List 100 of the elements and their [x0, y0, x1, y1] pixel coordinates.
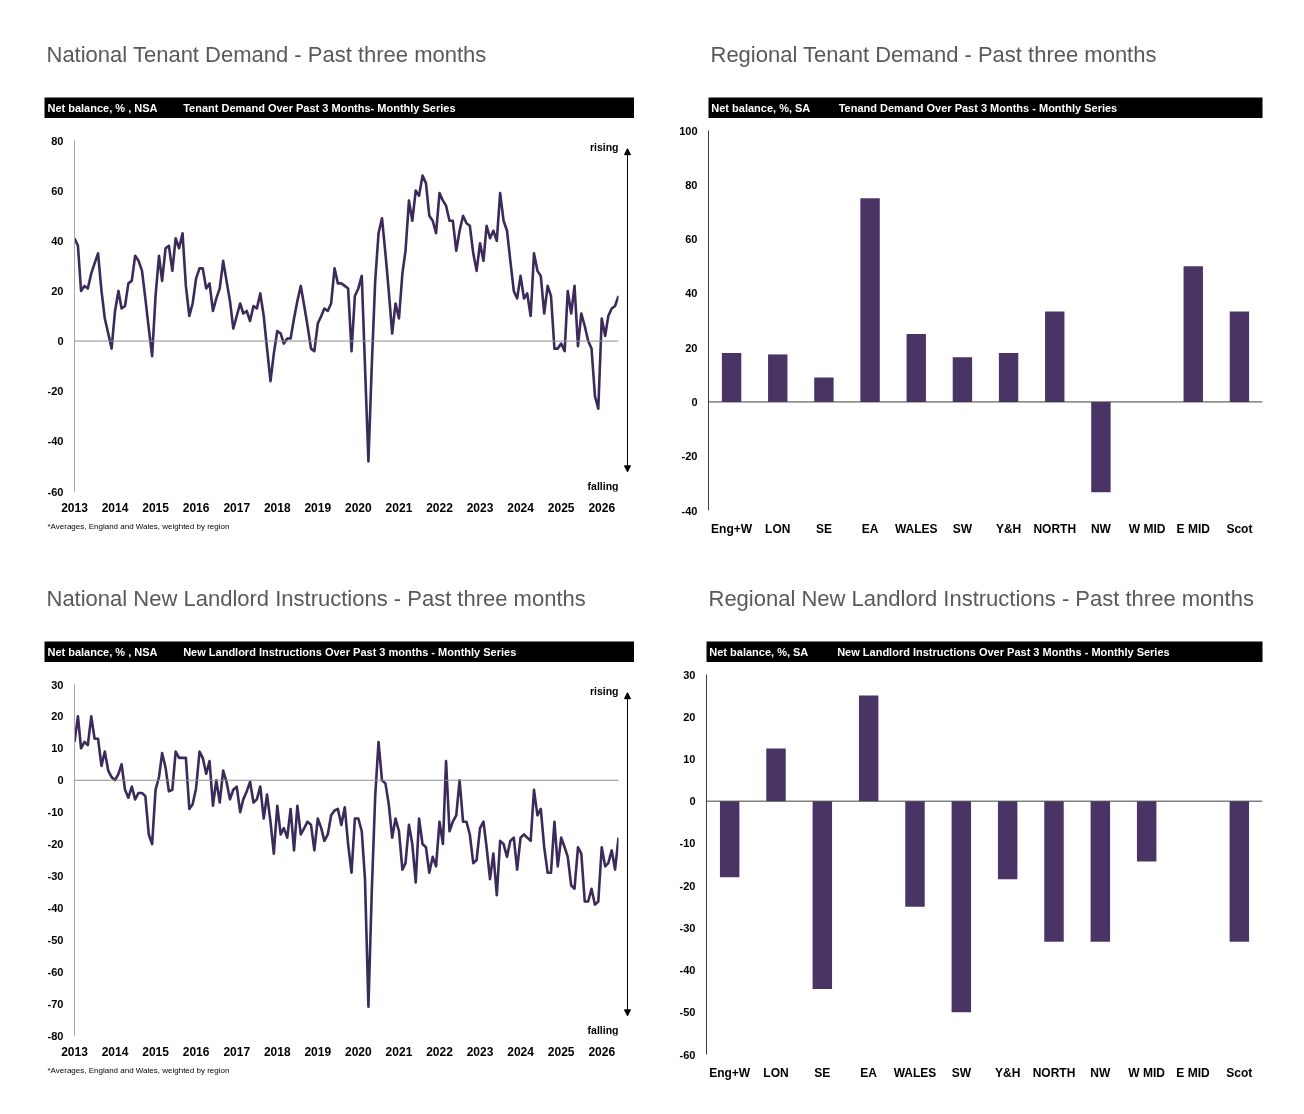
y-tick-label: 100	[679, 124, 698, 137]
bar	[1091, 401, 1111, 493]
bar	[998, 353, 1019, 402]
y-tick-label: -20	[679, 879, 696, 892]
y-tick-label: 0	[57, 774, 64, 787]
y-tick-label: 0	[57, 335, 64, 348]
x-tick-label: 2017	[223, 1044, 251, 1059]
bar	[1045, 311, 1065, 402]
x-tick-label: 2022	[426, 500, 454, 515]
y-tick-label: 10	[683, 752, 696, 765]
x-tick-label: 2015	[142, 500, 170, 515]
y-tick-label: 20	[683, 710, 696, 723]
y-tick-label: -60	[679, 1048, 696, 1061]
bar	[905, 801, 925, 907]
x-tick-label: WALES	[894, 521, 938, 536]
annotation: rising	[589, 140, 619, 153]
x-tick-label: 2024	[507, 500, 535, 515]
x-tick-label: LON	[765, 521, 791, 536]
line-series	[74, 174, 619, 463]
bar	[951, 801, 972, 1013]
x-tick-label: NW	[1090, 1065, 1111, 1080]
x-tick-label: NORTH	[1032, 1065, 1076, 1080]
y-tick-label: -80	[47, 1029, 64, 1042]
x-tick-label: 2018	[263, 500, 291, 515]
y-tick-label: -70	[47, 997, 64, 1010]
x-tick-label: SW	[951, 1065, 972, 1080]
x-tick-label: 2026	[588, 500, 616, 515]
y-axis-title: Net balance, % , NSA	[47, 646, 158, 658]
y-tick-label: 10	[51, 742, 64, 755]
text: *Averages, England and Wales, weighted by region	[47, 521, 230, 531]
y-tick-label: -40	[679, 964, 696, 977]
x-tick-label: 2020	[344, 1044, 372, 1059]
bar	[812, 801, 833, 990]
y-tick-label: 30	[683, 668, 696, 681]
chart-subtitle: New Landlord Instructions Over Past 3 Months - Monthly Series	[837, 646, 1170, 658]
x-tick-label: 2013	[61, 1044, 89, 1059]
x-tick-label: 2017	[223, 500, 251, 515]
x-tick-label: 2020	[344, 500, 372, 515]
bar	[906, 334, 926, 402]
x-tick-label: 2014	[101, 500, 129, 515]
x-tick-label: 2016	[182, 500, 210, 515]
x-tick-label: NW	[1090, 521, 1112, 536]
y-tick-label: -50	[47, 933, 64, 946]
y-tick-label: 40	[685, 287, 698, 300]
x-tick-label: Scot	[1226, 521, 1253, 536]
y-tick-label: 20	[51, 710, 64, 723]
x-tick-label: SW	[952, 521, 973, 536]
y-tick-label: 80	[685, 178, 698, 191]
bar	[768, 354, 788, 402]
y-tick-label: -40	[47, 435, 64, 448]
x-tick-label: Eng+W	[709, 1065, 751, 1080]
x-tick-label: Y&H	[995, 1065, 1021, 1080]
bar	[1090, 801, 1111, 942]
y-tick-label: -60	[47, 965, 64, 978]
x-tick-label: Scot	[1226, 1065, 1253, 1080]
chart-subtitle: New Landlord Instructions Over Past 3 months - Monthly Series	[183, 646, 517, 658]
annotation: falling	[587, 1023, 619, 1036]
x-tick-label: NORTH	[1033, 521, 1077, 536]
y-tick-label: 0	[689, 795, 696, 808]
bar	[1229, 311, 1250, 402]
x-tick-label: W MID	[1128, 521, 1166, 536]
y-tick-label: 30	[51, 678, 64, 691]
x-tick-label: W MID	[1128, 1065, 1166, 1080]
annotation: falling	[587, 479, 619, 492]
y-tick-label: -20	[47, 838, 64, 851]
y-tick-label: -40	[681, 504, 698, 517]
y-tick-label: 40	[51, 234, 64, 247]
x-tick-label: 2013	[61, 500, 89, 515]
chart-subtitle: Tenant Demand Over Past 3 Months- Monthly Series	[183, 102, 456, 114]
x-tick-label: 2025	[547, 500, 575, 515]
x-tick-label: 2019	[304, 1044, 332, 1059]
y-tick-label: -60	[47, 485, 64, 498]
chart-title: National Tenant Demand - Past three months	[46, 42, 487, 67]
x-tick-label: SE	[814, 1065, 831, 1080]
x-tick-label: 2021	[385, 500, 413, 515]
x-tick-label: 2024	[507, 1044, 535, 1059]
y-tick-label: 20	[685, 341, 698, 354]
x-tick-label: 2023	[466, 500, 494, 515]
bar	[719, 801, 740, 878]
bar	[1229, 801, 1250, 942]
bar	[766, 748, 786, 802]
x-tick-label: 2022	[426, 1044, 454, 1059]
bar	[721, 353, 742, 402]
y-tick-label: -40	[47, 901, 64, 914]
x-tick-label: Y&H	[995, 521, 1022, 536]
y-tick-label: -20	[681, 450, 698, 463]
x-tick-label: Eng+W	[711, 521, 753, 536]
x-tick-label: 2026	[588, 1044, 616, 1059]
y-tick-label: -30	[679, 921, 696, 934]
y-axis-title: Net balance, %, SA	[709, 646, 809, 658]
annotation: rising	[589, 684, 619, 697]
x-tick-label: E MID	[1176, 521, 1211, 536]
chart-subtitle: Tenand Demand Over Past 3 Months - Monthly Series	[838, 102, 1118, 114]
y-tick-label: 20	[51, 284, 64, 297]
x-tick-label: EA	[861, 521, 879, 536]
y-axis-title: Net balance, % , NSA	[47, 102, 158, 114]
x-tick-label: 2021	[385, 1044, 413, 1059]
y-tick-label: -10	[679, 837, 696, 850]
x-tick-label: LON	[763, 1065, 789, 1080]
x-tick-label: 2023	[466, 1044, 494, 1059]
